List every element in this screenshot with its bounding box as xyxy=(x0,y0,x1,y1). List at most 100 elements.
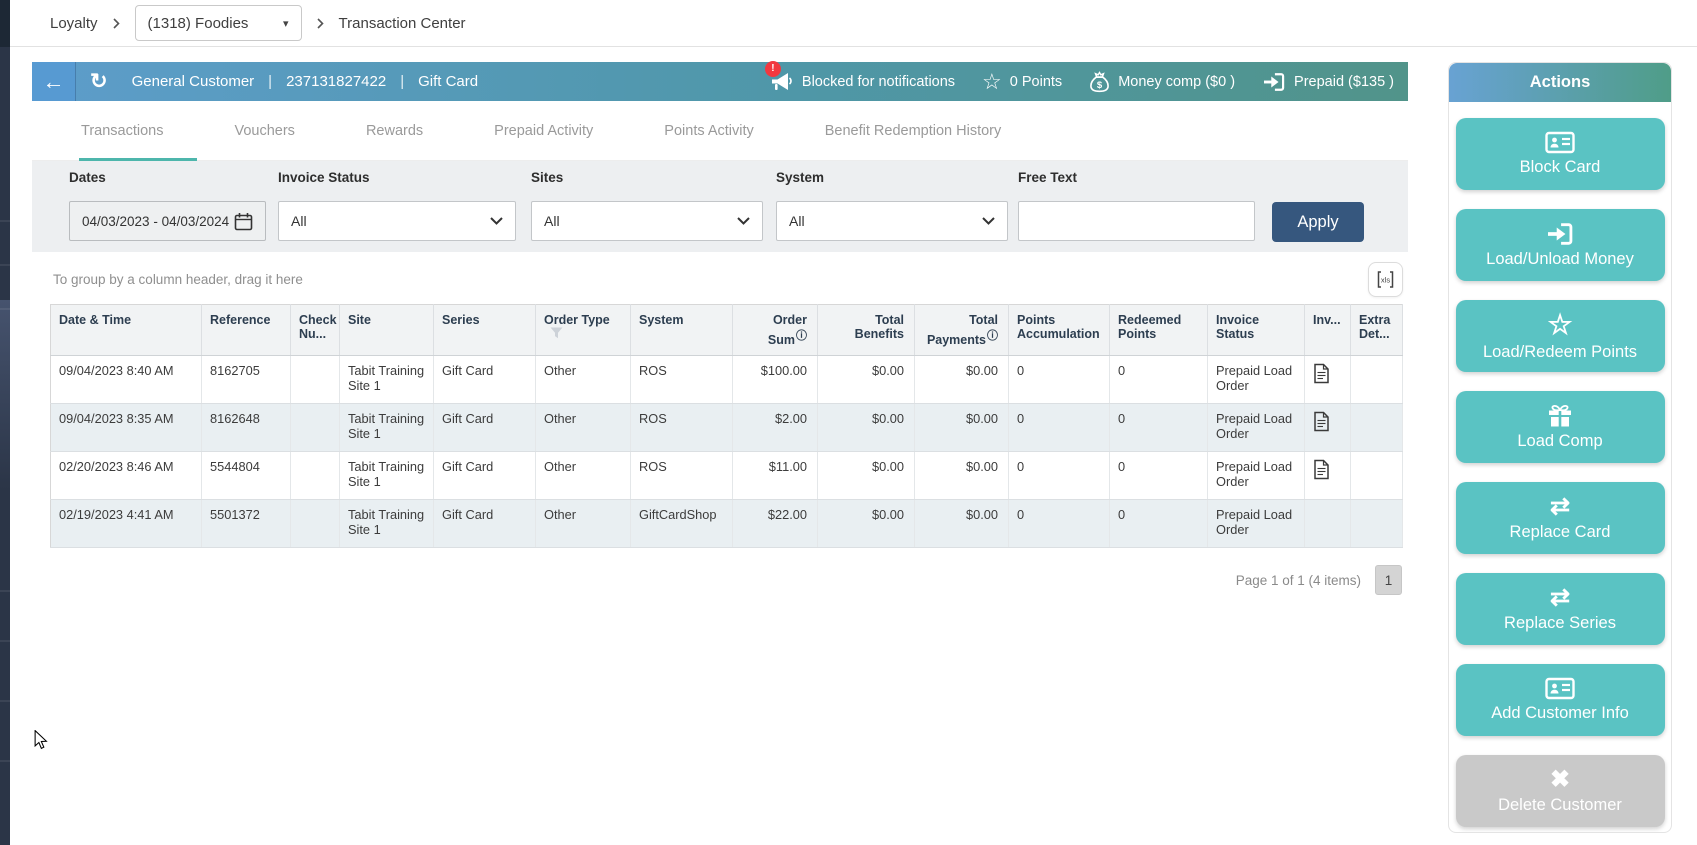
cell-inv[interactable] xyxy=(1304,451,1351,500)
tab-benefit-redemption-history[interactable]: Benefit Redemption History xyxy=(824,122,1002,139)
cell-date-time: 09/04/2023 8:40 AM xyxy=(50,355,202,404)
cell-order-sum: $2.00 xyxy=(732,403,818,452)
column-header-invoice-status[interactable]: Invoice Status xyxy=(1207,304,1305,356)
blocked-for-notifications[interactable]: ! Blocked for notifications xyxy=(764,60,956,92)
points-indicator[interactable]: ☆ 0 Points xyxy=(982,68,1063,94)
cell-invoice-status: Prepaid Load Order xyxy=(1207,355,1305,404)
group-by-bar[interactable]: To group by a column header, drag it her… xyxy=(32,252,1408,304)
cell-redeemed-points: 0 xyxy=(1109,499,1208,548)
cell-points-accumulation: 0 xyxy=(1008,403,1110,452)
filter-panel: Dates 04/03/2023 - 04/03/2024 Invoice St… xyxy=(32,161,1408,252)
column-header-site[interactable]: Site xyxy=(339,304,434,356)
column-header-series[interactable]: Series xyxy=(433,304,536,356)
cell-total-benefits: $0.00 xyxy=(817,451,915,500)
column-header-reference[interactable]: Reference xyxy=(201,304,291,356)
load-unload-money-button[interactable]: Load/Unload Money xyxy=(1455,209,1665,281)
add-customer-info-button[interactable]: Add Customer Info xyxy=(1455,664,1665,736)
info-icon: ⓘ xyxy=(987,330,998,342)
nav-rail-highlight xyxy=(0,300,10,490)
dates-range-value: 04/03/2023 - 04/03/2024 xyxy=(82,213,230,229)
invoice-status-value: All xyxy=(291,213,307,229)
cell-extra-det xyxy=(1350,355,1403,404)
apply-button[interactable]: Apply xyxy=(1272,202,1364,242)
column-label: Extra Det... xyxy=(1359,313,1391,341)
column-header-inv[interactable]: Inv... xyxy=(1304,304,1351,356)
load-redeem-points-button[interactable]: ☆ Load/Redeem Points xyxy=(1455,300,1665,372)
tab-prepaid-activity[interactable]: Prepaid Activity xyxy=(494,122,594,139)
cell-order-type: Other xyxy=(535,355,631,404)
invoice-document-icon[interactable] xyxy=(1313,363,1330,384)
replace-card-button[interactable]: ⇄ Replace Card xyxy=(1455,482,1665,554)
cell-invoice-status: Prepaid Load Order xyxy=(1207,403,1305,452)
svg-text:$: $ xyxy=(1097,80,1103,91)
table-row[interactable]: 09/04/2023 8:35 AM 8162648 Tabit Training … xyxy=(50,403,1403,452)
breadcrumb-root[interactable]: Loyalty xyxy=(50,14,98,32)
replace-series-button[interactable]: ⇄ Replace Series xyxy=(1455,573,1665,645)
column-header-check-nu[interactable]: Check Nu... xyxy=(290,304,340,356)
cell-inv[interactable] xyxy=(1304,355,1351,404)
table-row[interactable]: 02/20/2023 8:46 AM 5544804 Tabit Training … xyxy=(50,451,1403,500)
group-by-hint: To group by a column header, drag it her… xyxy=(53,272,303,287)
free-text-input[interactable] xyxy=(1018,201,1255,241)
action-label: Delete Customer xyxy=(1498,795,1622,814)
money-comp-label: Money comp ($0 ) xyxy=(1118,73,1236,90)
column-header-date-time[interactable]: Date & Time xyxy=(50,304,202,356)
divider: | xyxy=(400,73,405,90)
column-label: Total Benefits xyxy=(854,313,904,341)
customer-title: General Customer | 237131827422 | Gift C… xyxy=(132,73,479,90)
sites-select[interactable]: All xyxy=(531,201,763,241)
cell-date-time: 09/04/2023 8:35 AM xyxy=(50,403,202,452)
actions-panel: Actions Block Card Load/Unload Mon xyxy=(1448,62,1672,833)
column-header-total-benefits[interactable]: Total Benefits xyxy=(817,304,915,356)
system-select[interactable]: All xyxy=(776,201,1008,241)
column-label: System xyxy=(639,313,684,327)
cell-total-payments: $0.00 xyxy=(914,499,1009,548)
column-header-order-sum[interactable]: Order Sumⓘ xyxy=(732,304,818,356)
customer-card-type: Gift Card xyxy=(418,73,479,90)
prepaid-label: Prepaid ($135 ) xyxy=(1294,73,1394,90)
money-comp-indicator[interactable]: $ Money comp ($0 ) xyxy=(1089,70,1235,93)
page-number-button[interactable]: 1 xyxy=(1375,565,1402,595)
tab-bar: Transactions Vouchers Rewards Prepaid Ac… xyxy=(32,101,1408,161)
tab-rewards[interactable]: Rewards xyxy=(365,122,424,139)
prepaid-indicator[interactable]: Prepaid ($135 ) xyxy=(1262,72,1394,92)
load-comp-button[interactable]: Load Comp xyxy=(1455,391,1665,463)
column-header-system[interactable]: System xyxy=(630,304,733,356)
tab-points-activity[interactable]: Points Activity xyxy=(664,122,754,139)
cell-inv[interactable] xyxy=(1304,403,1351,452)
chevron-down-icon xyxy=(737,217,750,225)
column-header-redeemed-points[interactable]: Redeemed Points xyxy=(1109,304,1208,356)
cell-order-type: Other xyxy=(535,403,631,452)
delete-customer-button[interactable]: ✖ Delete Customer xyxy=(1455,755,1665,827)
invoice-document-icon[interactable] xyxy=(1313,411,1330,432)
invoice-document-icon[interactable] xyxy=(1313,459,1330,480)
collapsed-nav-rail[interactable] xyxy=(0,0,10,845)
filter-icon[interactable] xyxy=(550,327,563,339)
back-button[interactable]: ← xyxy=(32,62,76,101)
chevron-right-icon xyxy=(112,17,120,29)
column-header-points-accumulation[interactable]: Points Accumulation xyxy=(1008,304,1110,356)
column-header-extra-det[interactable]: Extra Det... xyxy=(1350,304,1403,356)
export-excel-button[interactable]: xls xyxy=(1368,262,1403,297)
points-label: 0 Points xyxy=(1009,73,1063,90)
column-label: Date & Time xyxy=(59,313,132,327)
star-icon: ☆ xyxy=(982,68,1002,94)
tab-vouchers[interactable]: Vouchers xyxy=(234,122,295,139)
table-row[interactable]: 09/04/2023 8:40 AM 8162705 Tabit Training … xyxy=(50,355,1403,404)
cell-invoice-status: Prepaid Load Order xyxy=(1207,451,1305,500)
breadcrumb: Loyalty (1318) Foodies ▾ Transaction Cen… xyxy=(10,0,1697,47)
cell-series: Gift Card xyxy=(433,499,536,548)
actions-panel-title: Actions xyxy=(1449,63,1671,102)
cell-system: ROS xyxy=(630,451,733,500)
dates-range-input[interactable]: 04/03/2023 - 04/03/2024 xyxy=(69,201,266,241)
invoice-status-select[interactable]: All xyxy=(278,201,516,241)
venue-dropdown[interactable]: (1318) Foodies ▾ xyxy=(134,5,302,41)
tab-transactions[interactable]: Transactions xyxy=(78,101,198,161)
column-header-total-payments[interactable]: Total Paymentsⓘ xyxy=(914,304,1009,356)
cell-site: Tabit Training Site 1 xyxy=(339,355,434,404)
table-row[interactable]: 02/19/2023 4:41 AM 5501372 Tabit Training … xyxy=(50,499,1403,548)
refresh-button[interactable]: ↻ xyxy=(90,69,108,94)
block-card-button[interactable]: Block Card xyxy=(1455,118,1665,190)
blocked-label: Blocked for notifications xyxy=(801,73,956,90)
column-header-order-type[interactable]: Order Type xyxy=(535,304,631,356)
